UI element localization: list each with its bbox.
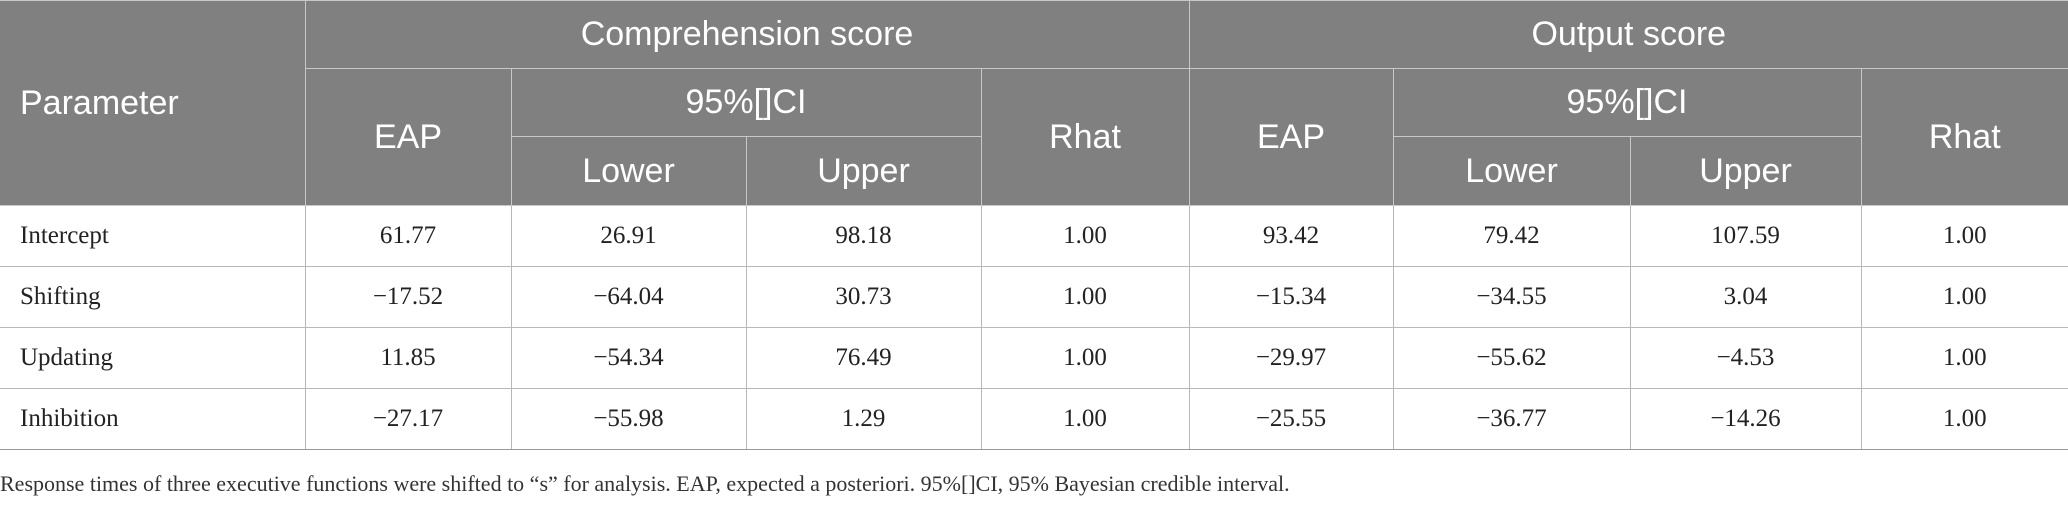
- cell-comprehension-rhat: 1.00: [980, 327, 1190, 389]
- table-footnote: Response times of three executive functi…: [0, 471, 1290, 496]
- cell-comprehension-lower: −55.98: [510, 388, 747, 450]
- header-comprehension-lower: Lower: [510, 136, 747, 206]
- cell-comprehension-eap: 11.85: [304, 327, 512, 389]
- cell-comprehension-rhat: 1.00: [980, 266, 1190, 328]
- header-output-upper: Upper: [1629, 136, 1861, 206]
- cell-output-upper: −14.26: [1629, 388, 1862, 450]
- cell-comprehension-upper: 30.73: [745, 266, 982, 328]
- cell-comprehension-lower: 26.91: [510, 205, 747, 267]
- header-output-eap: EAP: [1188, 68, 1394, 206]
- table-row: Intercept 61.77 26.91 98.18 1.00 93.42 7…: [0, 205, 2068, 267]
- cell-comprehension-lower: −64.04: [510, 266, 747, 328]
- cell-output-upper: −4.53: [1629, 327, 1862, 389]
- cell-output-eap: −29.97: [1188, 327, 1394, 389]
- cell-output-eap: −25.55: [1188, 388, 1394, 450]
- table-row: Inhibition −27.17 −55.98 1.29 1.00 −25.5…: [0, 388, 2068, 450]
- results-table: Parameter Comprehension score Output sco…: [0, 0, 2068, 450]
- cell-comprehension-eap: 61.77: [304, 205, 512, 267]
- cell-output-upper: 107.59: [1629, 205, 1862, 267]
- cell-comprehension-rhat: 1.00: [980, 388, 1190, 450]
- header-parameter: Parameter: [0, 0, 306, 206]
- header-comprehension-rhat: Rhat: [980, 68, 1190, 206]
- cell-output-rhat: 1.00: [1860, 266, 2068, 328]
- header-comprehension-ci: 95%[]CI: [510, 68, 982, 137]
- header-output-ci: 95%[]CI: [1392, 68, 1862, 137]
- cell-comprehension-eap: −27.17: [304, 388, 512, 450]
- header-output-score: Output score: [1188, 0, 2068, 69]
- row-label: Updating: [0, 327, 306, 389]
- cell-output-rhat: 1.00: [1860, 388, 2068, 450]
- header-output-lower: Lower: [1392, 136, 1631, 206]
- cell-output-rhat: 1.00: [1860, 205, 2068, 267]
- header-comprehension-eap: EAP: [304, 68, 512, 206]
- cell-comprehension-rhat: 1.00: [980, 205, 1190, 267]
- table-row: Updating 11.85 −54.34 76.49 1.00 −29.97 …: [0, 327, 2068, 389]
- cell-output-lower: −55.62: [1392, 327, 1631, 389]
- table-header: Parameter Comprehension score Output sco…: [0, 0, 2068, 206]
- cell-output-eap: 93.42: [1188, 205, 1394, 267]
- results-table-container: Parameter Comprehension score Output sco…: [0, 0, 2068, 450]
- cell-output-eap: −15.34: [1188, 266, 1394, 328]
- cell-output-lower: −34.55: [1392, 266, 1631, 328]
- cell-output-rhat: 1.00: [1860, 327, 2068, 389]
- row-label: Inhibition: [0, 388, 306, 450]
- header-comprehension-score: Comprehension score: [304, 0, 1190, 69]
- table-row: Shifting −17.52 −64.04 30.73 1.00 −15.34…: [0, 266, 2068, 328]
- cell-comprehension-eap: −17.52: [304, 266, 512, 328]
- cell-comprehension-upper: 76.49: [745, 327, 982, 389]
- cell-comprehension-lower: −54.34: [510, 327, 747, 389]
- cell-output-lower: −36.77: [1392, 388, 1631, 450]
- cell-output-lower: 79.42: [1392, 205, 1631, 267]
- header-comprehension-upper: Upper: [745, 136, 982, 206]
- header-output-rhat: Rhat: [1860, 68, 2068, 206]
- cell-comprehension-upper: 98.18: [745, 205, 982, 267]
- cell-comprehension-upper: 1.29: [745, 388, 982, 450]
- table-body: Intercept 61.77 26.91 98.18 1.00 93.42 7…: [0, 205, 2068, 450]
- row-label: Intercept: [0, 205, 306, 267]
- row-label: Shifting: [0, 266, 306, 328]
- cell-output-upper: 3.04: [1629, 266, 1862, 328]
